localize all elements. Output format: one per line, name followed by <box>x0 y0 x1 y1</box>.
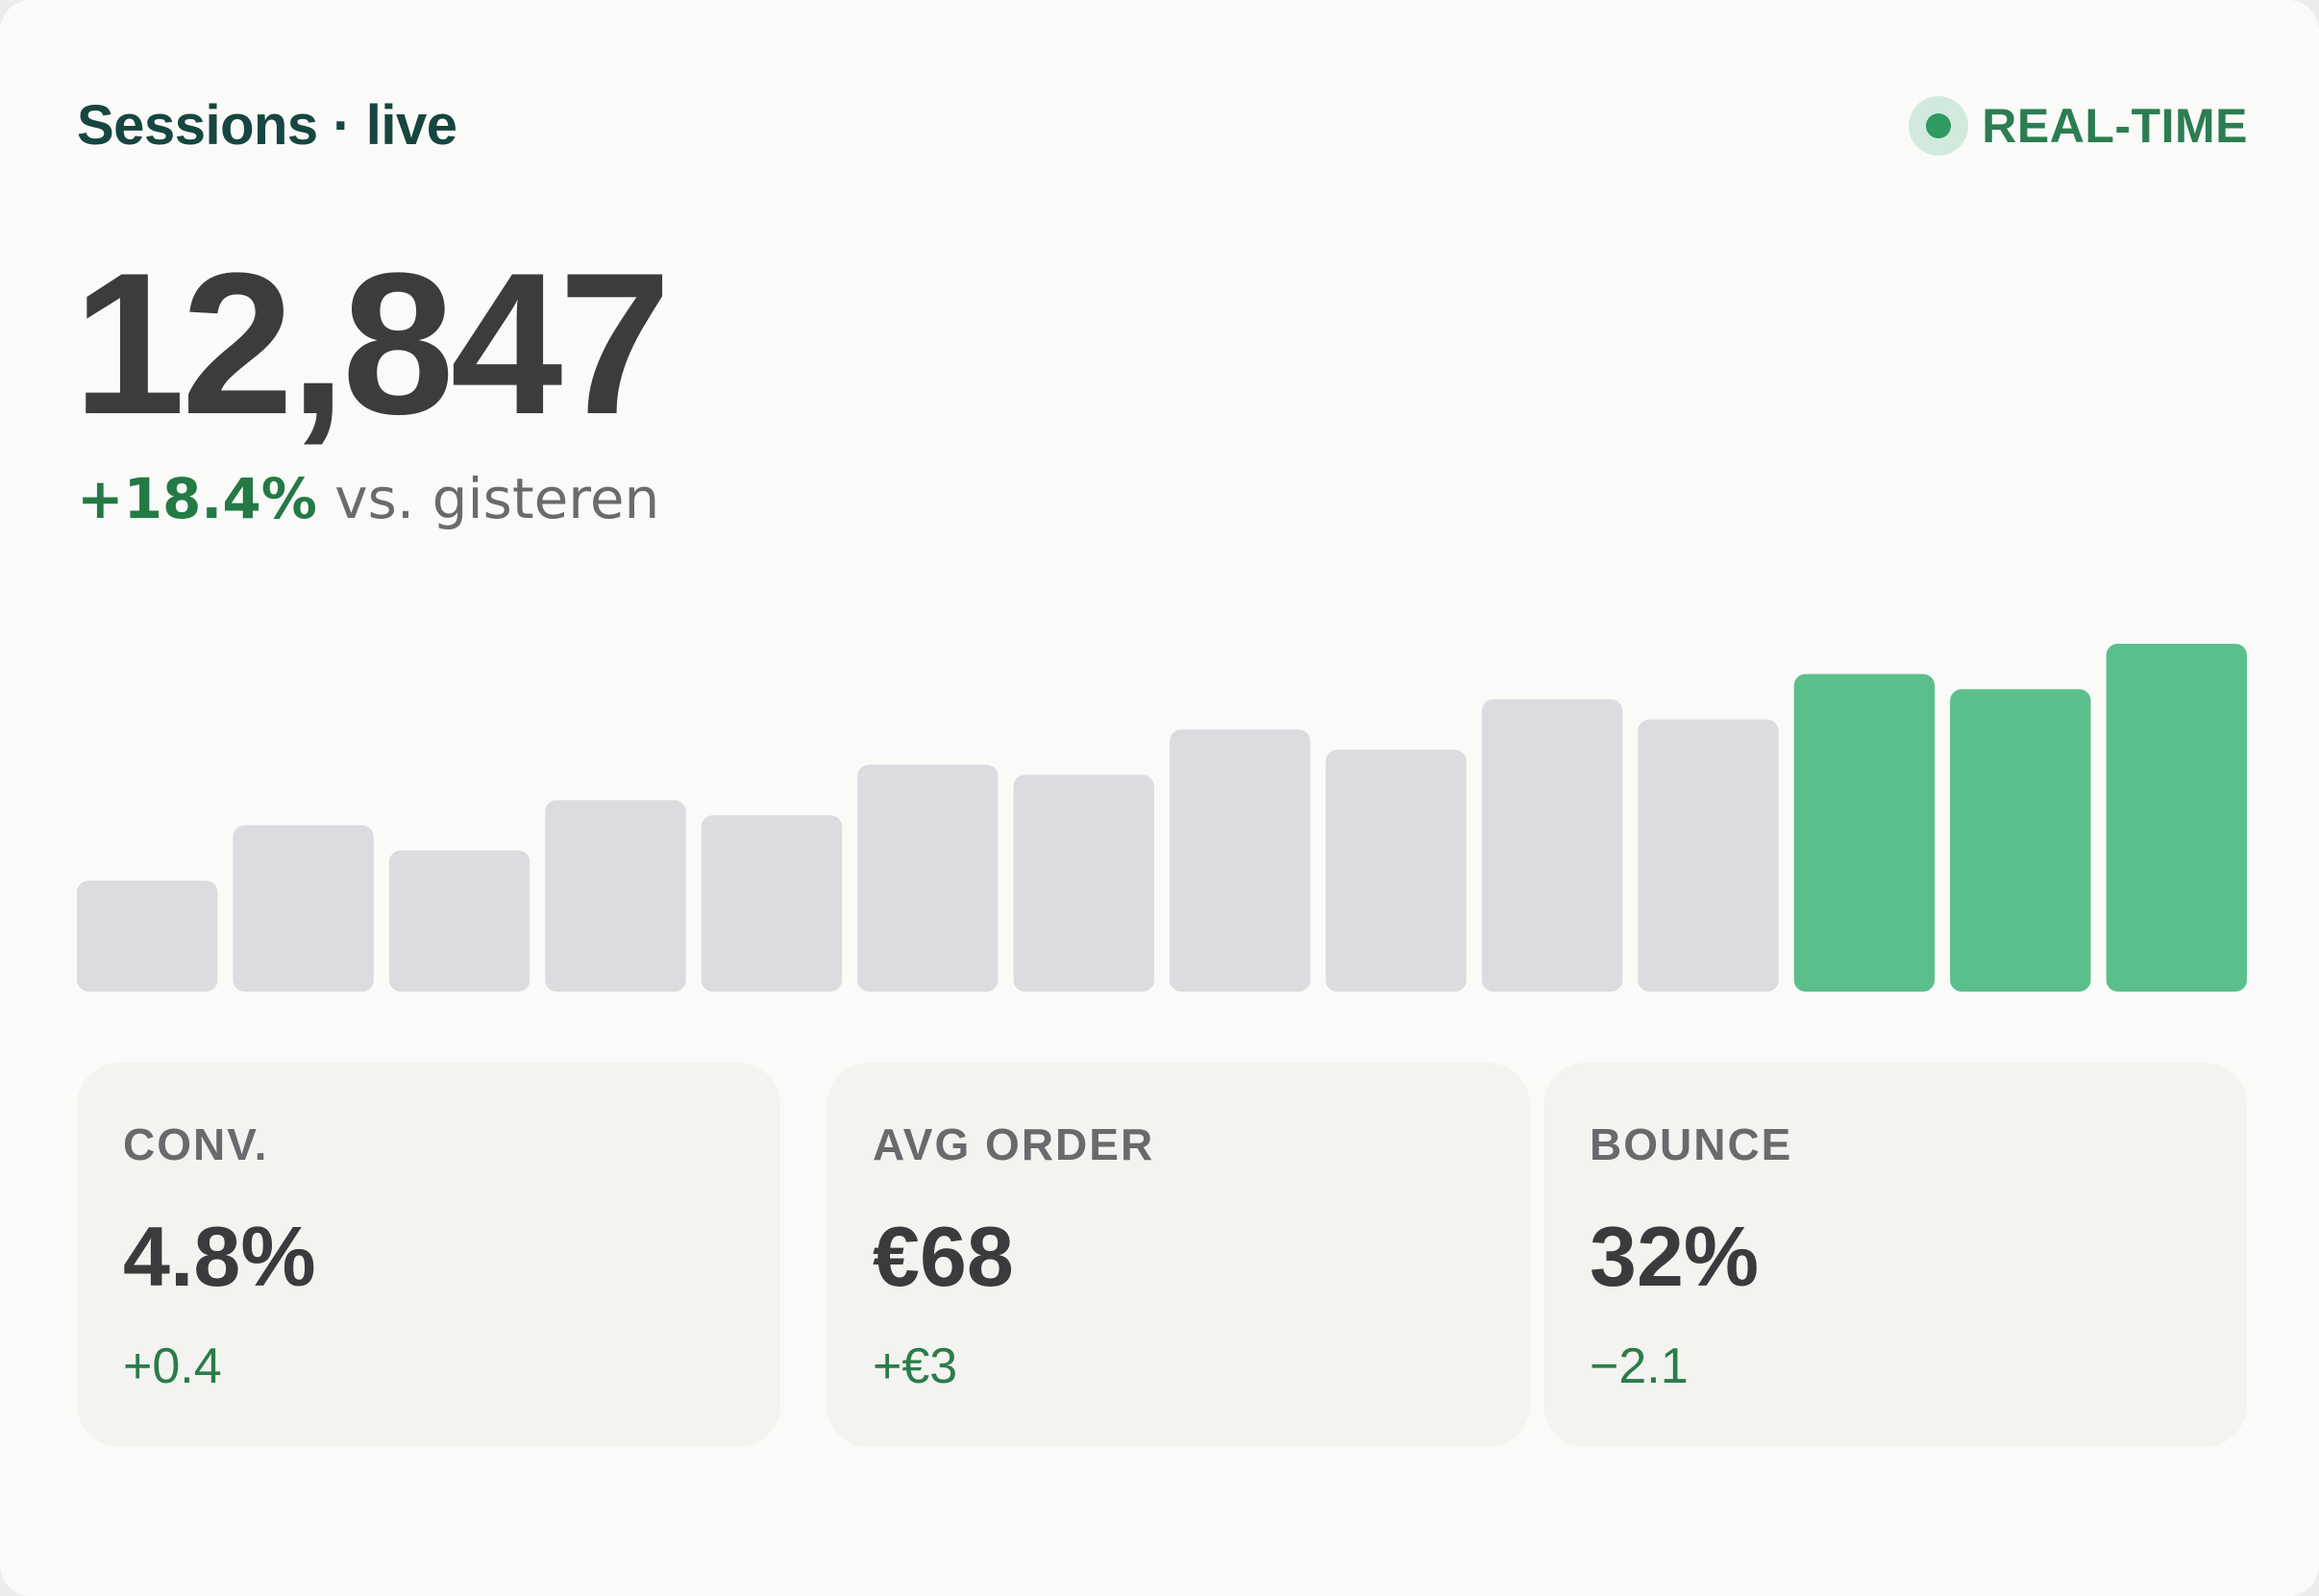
live-dot-icon <box>1909 96 1969 156</box>
metric-tile-avg-order: AVG ORDER €68 +€3 <box>826 1063 1530 1447</box>
metric-tile-bounce: BOUNCE 32% −2.1 <box>1543 1063 2247 1447</box>
chart-bar <box>1950 689 2091 992</box>
metric-tiles: CONV. 4.8% +0.4 AVG ORDER €68 +€3 BOUNCE… <box>77 1063 2247 1447</box>
sessions-total: 12,847 <box>73 231 671 456</box>
realtime-badge: REAL-TIME <box>1909 92 2248 160</box>
metric-label: AVG ORDER <box>873 1119 1155 1169</box>
change-percent: +18.4% <box>77 466 317 531</box>
chart-bar <box>77 880 218 992</box>
chart-bar <box>388 850 530 992</box>
metric-value: 4.8% <box>123 1209 316 1304</box>
chart-bar <box>233 824 374 992</box>
sessions-change: +18.4% vs. gisteren <box>77 465 659 532</box>
chart-bar <box>1170 729 1311 992</box>
chart-bar <box>2106 644 2247 992</box>
chart-bar <box>1013 774 1154 992</box>
chart-bar <box>1325 749 1467 992</box>
chart-bar <box>1481 699 1623 992</box>
chart-bar <box>701 815 843 992</box>
chart-bar <box>1638 719 1779 992</box>
chart-bar <box>857 764 999 992</box>
metric-tile-conversion: CONV. 4.8% +0.4 <box>77 1063 780 1447</box>
metric-value: 32% <box>1590 1209 1760 1304</box>
metric-value: €68 <box>873 1209 1014 1304</box>
metric-delta: +0.4 <box>123 1338 222 1394</box>
chart-bar <box>1793 674 1936 992</box>
card-title: Sessions · live <box>77 94 457 157</box>
chart-bar <box>545 799 686 992</box>
bar-chart-svg <box>77 644 2247 992</box>
badge-label: REAL-TIME <box>1982 99 2248 153</box>
sessions-bar-chart <box>77 644 2247 992</box>
metric-label: BOUNCE <box>1590 1119 1793 1169</box>
metric-delta: +€3 <box>873 1338 958 1394</box>
metric-label: CONV. <box>123 1119 269 1169</box>
metric-delta: −2.1 <box>1590 1338 1689 1394</box>
comparison-label: vs. gisteren <box>334 466 660 531</box>
